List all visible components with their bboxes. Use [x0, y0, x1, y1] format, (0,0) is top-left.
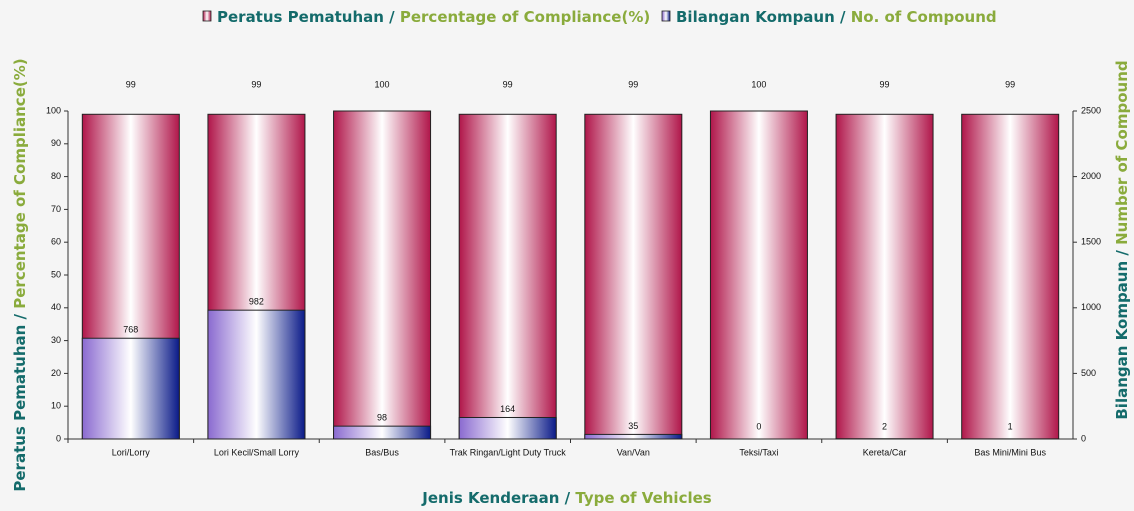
compliance-label: 99 — [126, 79, 136, 89]
compliance-label: 99 — [1005, 79, 1015, 89]
y2-tick-label: 1500 — [1081, 237, 1101, 247]
compound-label: 768 — [123, 325, 138, 335]
legend-label: Bilangan Kompaun / No. of Compound — [676, 8, 997, 26]
compliance-label: 99 — [628, 79, 638, 89]
x-tick-label: Trak Ringan/Light Duty Truck — [450, 447, 567, 457]
compound-bar — [333, 425, 432, 440]
compound-label: 35 — [628, 421, 638, 431]
y-tick-label: 50 — [51, 269, 61, 279]
y-tick-label: 10 — [51, 401, 61, 411]
x-tick-label: Bas/Bus — [365, 447, 399, 457]
y2-tick-label: 0 — [1081, 433, 1086, 443]
compliance-label: 99 — [880, 79, 890, 89]
y-axis-label: Peratus Pematuhan / Percentage of Compli… — [11, 58, 29, 491]
legend-swatch — [202, 10, 212, 22]
y-tick-label: 90 — [51, 138, 61, 148]
compliance-bar — [333, 110, 432, 440]
compliance-label: 99 — [503, 79, 513, 89]
compound-bar — [458, 416, 557, 440]
y2-axis-label: Bilangan Kompaun / Number of Compound — [1113, 60, 1131, 419]
compound-label: 982 — [249, 297, 264, 307]
compliance-bar — [584, 113, 683, 440]
legend-label: Peratus Pematuhan / Percentage of Compli… — [217, 8, 650, 26]
compliance-label: 100 — [751, 79, 766, 89]
y2-tick-label: 1000 — [1081, 302, 1101, 312]
compliance-bar — [458, 113, 557, 440]
compliance-bar — [835, 113, 934, 440]
x-tick-label: Bas Mini/Mini Bus — [974, 447, 1046, 457]
y-tick-label: 100 — [46, 105, 61, 115]
y-tick-label: 20 — [51, 368, 61, 378]
y-tick-label: 70 — [51, 204, 61, 214]
compound-label: 2 — [882, 421, 887, 431]
compound-bar — [207, 309, 306, 440]
x-tick-label: Teksi/Taxi — [739, 447, 778, 457]
compliance-label: 99 — [251, 79, 261, 89]
y2-tick-label: 2500 — [1081, 105, 1101, 115]
y2-tick-label: 500 — [1081, 368, 1096, 378]
x-axis-label: Jenis Kenderaan / Type of Vehicles — [421, 489, 711, 507]
y-tick-label: 0 — [56, 433, 61, 443]
compliance-bar — [709, 110, 808, 440]
x-tick-label: Lori Kecil/Small Lorry — [214, 447, 300, 457]
y-tick-label: 40 — [51, 302, 61, 312]
y-tick-label: 30 — [51, 335, 61, 345]
x-tick-label: Kereta/Car — [863, 447, 907, 457]
y-tick-label: 80 — [51, 171, 61, 181]
compound-label: 1 — [1008, 421, 1013, 431]
compound-bar — [81, 337, 180, 440]
legend-swatch — [661, 10, 671, 22]
x-tick-label: Van/Van — [617, 447, 650, 457]
compound-bar — [584, 433, 683, 440]
y2-tick-label: 2000 — [1081, 171, 1101, 181]
compound-label: 98 — [377, 413, 387, 423]
compound-label: 0 — [756, 421, 761, 431]
compliance-label: 100 — [375, 79, 390, 89]
compliance-bar — [961, 113, 1060, 440]
compound-label: 164 — [500, 404, 515, 414]
x-tick-label: Lori/Lorry — [112, 447, 151, 457]
y-tick-label: 60 — [51, 237, 61, 247]
